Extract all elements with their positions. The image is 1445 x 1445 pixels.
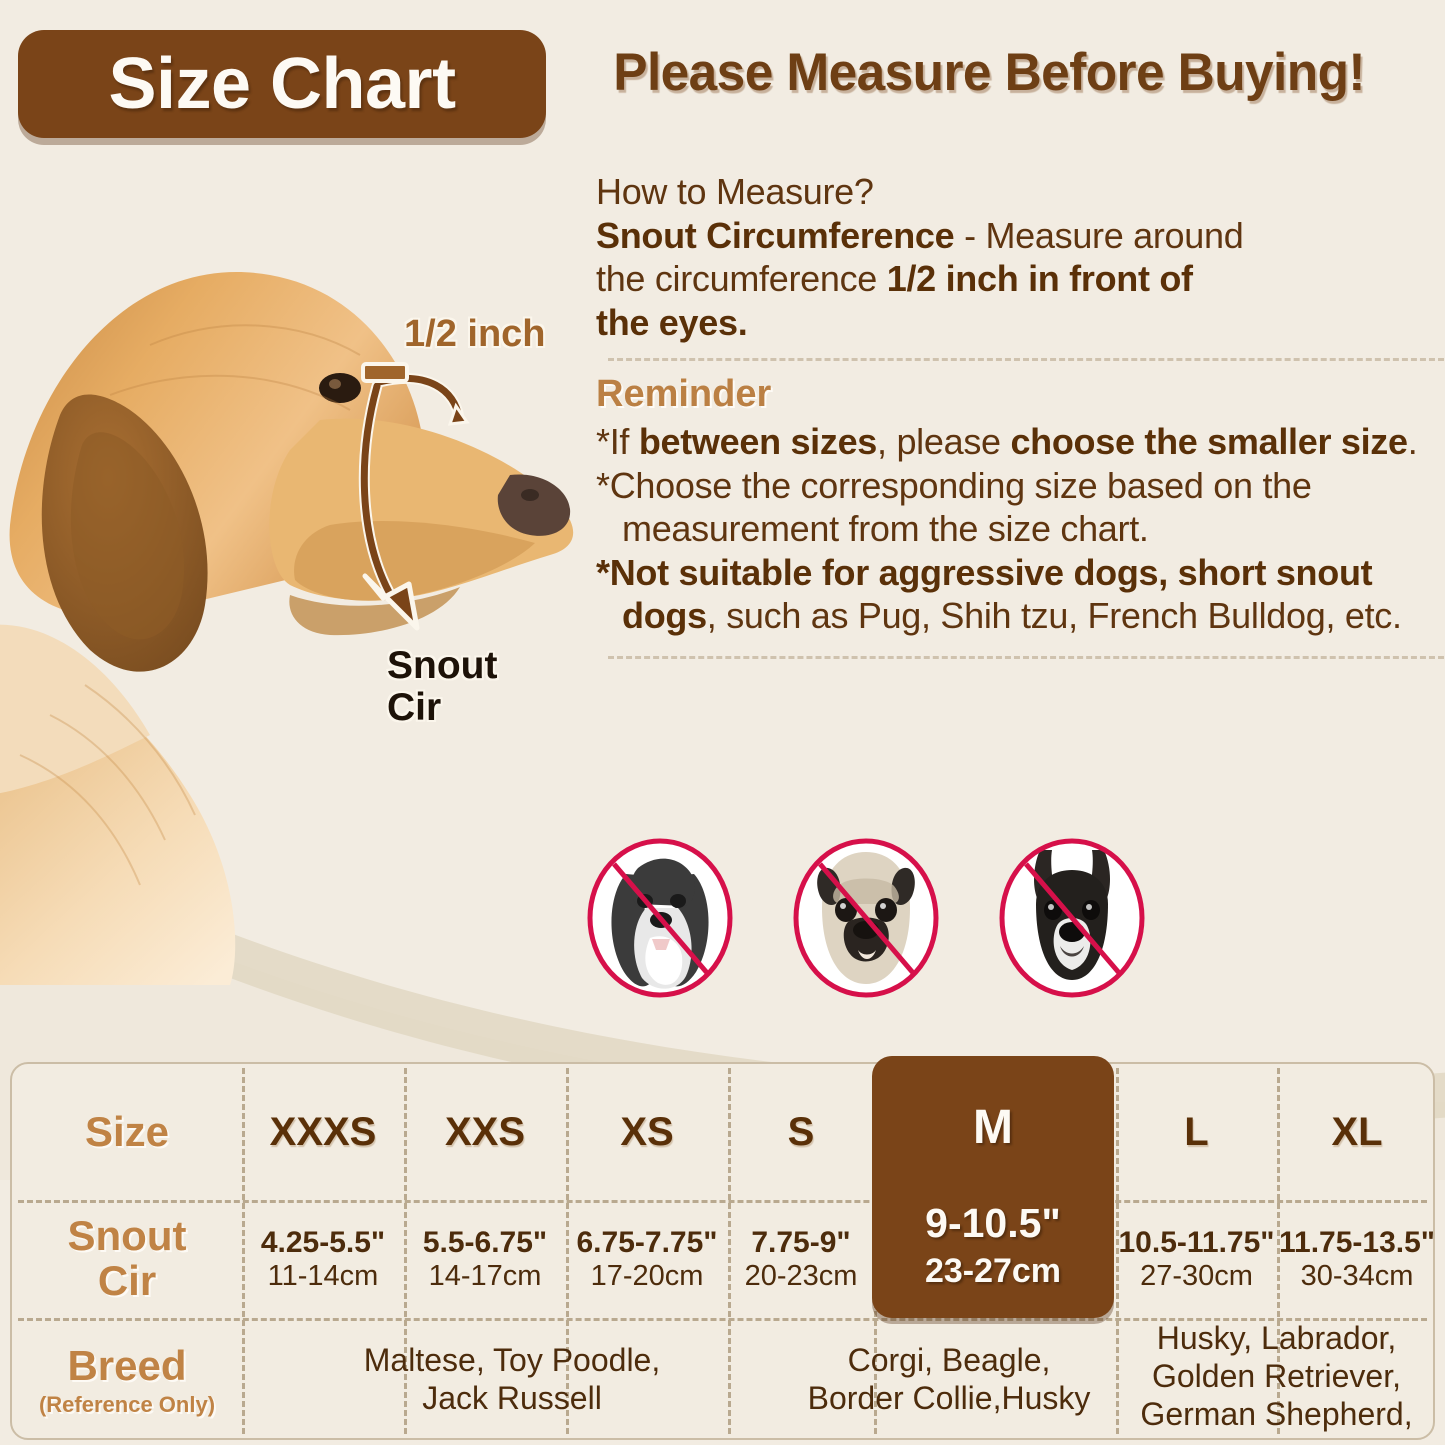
forbidden-french-bulldog [998, 838, 1146, 998]
reminder-1-bold-1: between sizes [638, 421, 878, 463]
snout-circumference-term: Snout Circumference [596, 214, 955, 256]
size-header-xxs: XXS [444, 1109, 526, 1154]
snout-cell-m-cm: 23-27cm [924, 1252, 1062, 1290]
reminder-3-bold: *Not suitable for aggressive dogs, short… [596, 551, 1373, 637]
size-chart-badge: Size Chart [18, 30, 546, 138]
snout-cir-annotation: Snout Cir [387, 644, 498, 730]
snout-cell-l: 10.5-11.75" 27-30cm [1118, 1225, 1275, 1292]
size-chart-badge-label: Size Chart [108, 44, 456, 124]
snout-cir-line-2: Cir [387, 686, 442, 730]
snout-cell-xs: 6.75-7.75" 17-20cm [576, 1225, 718, 1292]
shih-tzu-no-icon [587, 838, 733, 998]
snout-circumference-definition: Snout Circumference - Measure around [596, 214, 1444, 258]
highlighted-size-column-m[interactable] [872, 1056, 1114, 1318]
french-bulldog-no-icon [999, 838, 1145, 998]
table-hline-1 [18, 1200, 1427, 1203]
snout-circumference-rest-2: the circumference [596, 258, 887, 300]
breed-cell-small: Maltese, Toy Poodle, Jack Russell [363, 1342, 661, 1416]
half-inch-annotation: 1/2 inch [404, 313, 546, 355]
table-vline-3 [566, 1068, 569, 1434]
size-header-m: M [973, 1101, 1013, 1154]
page-header: Size Chart Please Measure Before Buying! [0, 0, 1445, 160]
size-header-xs: XS [620, 1109, 674, 1154]
instructions-panel: How to Measure? Snout Circumference - Me… [596, 170, 1444, 671]
snout-cir-line-1: Snout [387, 644, 498, 687]
snout-cell-xl: 11.75-13.5" 30-34cm [1278, 1225, 1436, 1292]
row-label-breed: Breed (Reference Only) [38, 1342, 216, 1417]
snout-cell-s: 7.75-9" 20-23cm [744, 1225, 858, 1292]
page-headline: Please Measure Before Buying! [613, 43, 1365, 102]
snout-cell-xxxs: 4.25-5.5" 11-14cm [260, 1225, 386, 1292]
snout-circumference-line-4: the eyes. [596, 301, 1444, 345]
row-label-snout-cir: Snout Cir [67, 1212, 187, 1304]
reminder-1-bold-2: choose the smaller size [1010, 421, 1408, 463]
snout-cell-m-inches: 9-10.5" [925, 1200, 1061, 1246]
reminder-item-1: *If between sizes, please choose the sma… [596, 420, 1444, 464]
size-header-xl: XL [1331, 1109, 1383, 1154]
dog-head-photo [0, 271, 574, 985]
snout-circumference-line-3: the circumference 1/2 inch in front of [596, 257, 1444, 301]
breed-cell-medium: Corgi, Beagle, Border Collie,Husky [807, 1342, 1091, 1416]
size-header-s: S [787, 1109, 815, 1154]
table-vline-7 [1277, 1068, 1280, 1434]
size-chart-table: Size XXXS XXS XS S L XL Snout Cir 4.25-5… [10, 1062, 1435, 1440]
table-vline-1 [242, 1068, 245, 1434]
snout-cell-xxs: 5.5-6.75" 14-17cm [422, 1225, 548, 1292]
forbidden-breeds-row [586, 838, 1146, 1003]
breed-cell-large: Husky, Labrador, Golden Retriever, Germa… [1140, 1320, 1413, 1432]
reminder-1-pre: *If [596, 421, 639, 463]
table-vline-2 [404, 1068, 407, 1434]
table-vline-4 [728, 1068, 731, 1434]
pug-no-icon [793, 838, 939, 998]
row-label-size: Size [84, 1108, 170, 1155]
reminder-title: Reminder [596, 373, 772, 416]
how-to-measure-question: How to Measure? [596, 171, 874, 212]
reminder-3-rest: , such as Pug, Shih tzu, French Bulldog,… [706, 595, 1402, 637]
size-header-xxxs: XXXS [269, 1109, 377, 1154]
reminder-1-end: . [1407, 421, 1418, 463]
divider-bottom [608, 655, 1444, 659]
snout-circumference-bold-2: 1/2 inch in front of [886, 258, 1193, 300]
reminder-item-2: *Choose the corresponding size based on … [596, 464, 1312, 550]
divider-top [608, 358, 1444, 362]
reminder-item-3: *Not suitable for aggressive dogs, short… [596, 551, 1444, 638]
table-hline-2 [18, 1318, 1427, 1321]
table-vline-6 [1116, 1068, 1119, 1434]
reminder-1-mid: , please [877, 421, 1011, 463]
size-header-l: L [1184, 1109, 1209, 1154]
forbidden-pug [792, 838, 940, 998]
snout-measure-arrow-icon [358, 362, 470, 631]
forbidden-shih-tzu [586, 838, 734, 998]
snout-circumference-rest-1: - Measure around [954, 214, 1244, 256]
snout-circumference-bold-3: the eyes. [596, 301, 748, 343]
